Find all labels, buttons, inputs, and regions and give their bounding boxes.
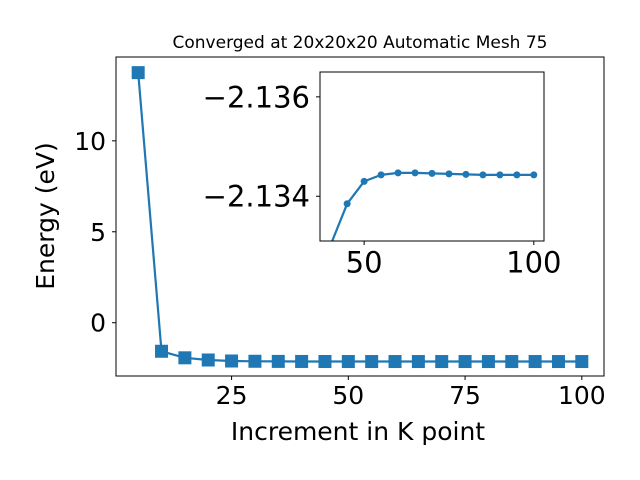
main-x-tick-label: 100: [558, 381, 606, 410]
inset-data-point: [479, 171, 487, 179]
inset-y-ticks: −2.134 −2.136: [203, 80, 320, 214]
main-data-point: [225, 354, 239, 368]
main-x-tick-label: 25: [216, 381, 248, 410]
main-x-tick-label: 50: [332, 381, 364, 410]
main-data-point: [551, 355, 565, 369]
main-data-point: [131, 66, 145, 80]
main-data-point: [248, 354, 262, 368]
main-data-point: [481, 355, 495, 369]
main-data-point: [271, 354, 285, 368]
inset-data-point: [411, 169, 419, 177]
main-y-ticks: 0 5 10: [74, 127, 116, 338]
inset-y-tick-label: −2.134: [203, 180, 310, 214]
inset-data-point: [360, 177, 368, 185]
inset-data-point: [445, 170, 453, 178]
inset-data-point: [513, 171, 521, 179]
inset-data-point: [394, 169, 402, 177]
main-data-point: [575, 355, 589, 369]
x-axis-label: Increment in K point: [231, 417, 485, 446]
inset-series-group: [331, 169, 538, 241]
main-data-point: [411, 355, 425, 369]
main-y-tick-label: 5: [90, 218, 106, 247]
main-series-group: [131, 66, 589, 369]
main-x-ticks: 25 50 75 100: [216, 376, 606, 410]
main-x-tick-label: 75: [449, 381, 481, 410]
main-data-point: [458, 355, 472, 369]
inset-plot-area: [320, 72, 544, 241]
inset-data-point: [530, 171, 538, 179]
main-axes-frame: [115, 56, 605, 377]
inset-x-ticks: 50 100: [346, 241, 561, 280]
main-y-tick-label: 10: [74, 127, 106, 156]
y-axis-label: Energy (eV): [31, 142, 60, 289]
main-data-point: [155, 344, 169, 358]
main-data-point: [178, 351, 192, 365]
main-data-point: [528, 355, 542, 369]
inset-axes: 50 100 −2.134 −2.136: [203, 71, 561, 280]
main-data-point: [318, 354, 332, 368]
inset-x-tick-label: 50: [346, 246, 383, 280]
inset-data-point: [343, 200, 351, 208]
main-data-point: [388, 355, 402, 369]
main-data-point: [341, 355, 355, 369]
inset-data-point: [496, 171, 504, 179]
main-y-tick-label: 0: [90, 309, 106, 338]
inset-data-point: [377, 171, 385, 179]
chart-title: Converged at 20x20x20 Automatic Mesh 75: [173, 33, 548, 53]
main-data-point: [201, 353, 215, 367]
inset-data-point: [428, 169, 436, 177]
inset-data-point: [462, 170, 470, 178]
main-data-point: [505, 355, 519, 369]
main-data-point: [435, 355, 449, 369]
main-data-point: [365, 355, 379, 369]
inset-axes-frame: [319, 71, 545, 242]
main-data-point: [295, 354, 309, 368]
inset-y-tick-label: −2.136: [203, 80, 310, 114]
inset-x-tick-label: 100: [506, 246, 561, 280]
